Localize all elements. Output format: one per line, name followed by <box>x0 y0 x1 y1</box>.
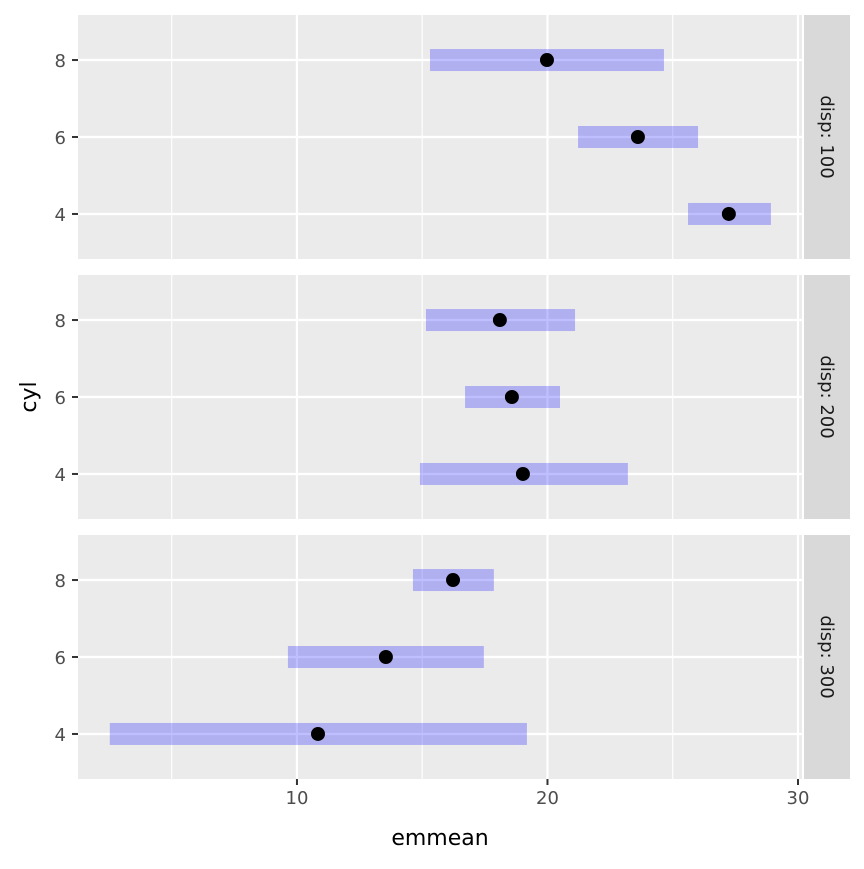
panel-3: 4 6 8 disp: 300 <box>55 535 850 779</box>
emmean-point <box>446 573 461 588</box>
y-tick-label: 4 <box>55 725 66 746</box>
emmean-point <box>630 130 645 144</box>
y-tick-label: 4 <box>55 205 66 226</box>
emmean-point <box>492 313 507 328</box>
y-tick-label: 6 <box>55 128 66 149</box>
y-tick-label: 8 <box>55 311 66 332</box>
y-tick-label: 6 <box>55 388 66 409</box>
emmean-point <box>378 650 393 664</box>
y-tick-label: 8 <box>55 51 66 72</box>
x-tick-label: 10 <box>286 788 309 809</box>
y-tick-label: 6 <box>55 648 66 669</box>
y-tick-label: 4 <box>55 465 66 486</box>
emmean-point <box>539 53 554 68</box>
x-axis-label: emmean <box>391 826 488 851</box>
facet-strip <box>804 275 850 519</box>
y-axis-label: cyl <box>17 381 42 412</box>
x-tick-label: 20 <box>536 788 559 809</box>
facet-strip-label: disp: 300 <box>816 615 837 698</box>
facet-strip <box>804 535 850 779</box>
facet-strip-label: disp: 200 <box>816 355 837 438</box>
emmean-point <box>310 726 325 741</box>
panel-2: 4 6 8 disp: 200 <box>55 275 850 519</box>
emmean-point <box>504 390 519 404</box>
y-tick-label: 8 <box>55 571 66 592</box>
facet-strip <box>804 15 850 259</box>
emmean-point <box>721 206 736 221</box>
emmean-point <box>515 466 530 481</box>
facet-strip-label: disp: 100 <box>816 95 837 178</box>
panel-1: 4 6 8 disp: 100 <box>55 15 850 259</box>
x-tick-label: 30 <box>787 788 810 809</box>
